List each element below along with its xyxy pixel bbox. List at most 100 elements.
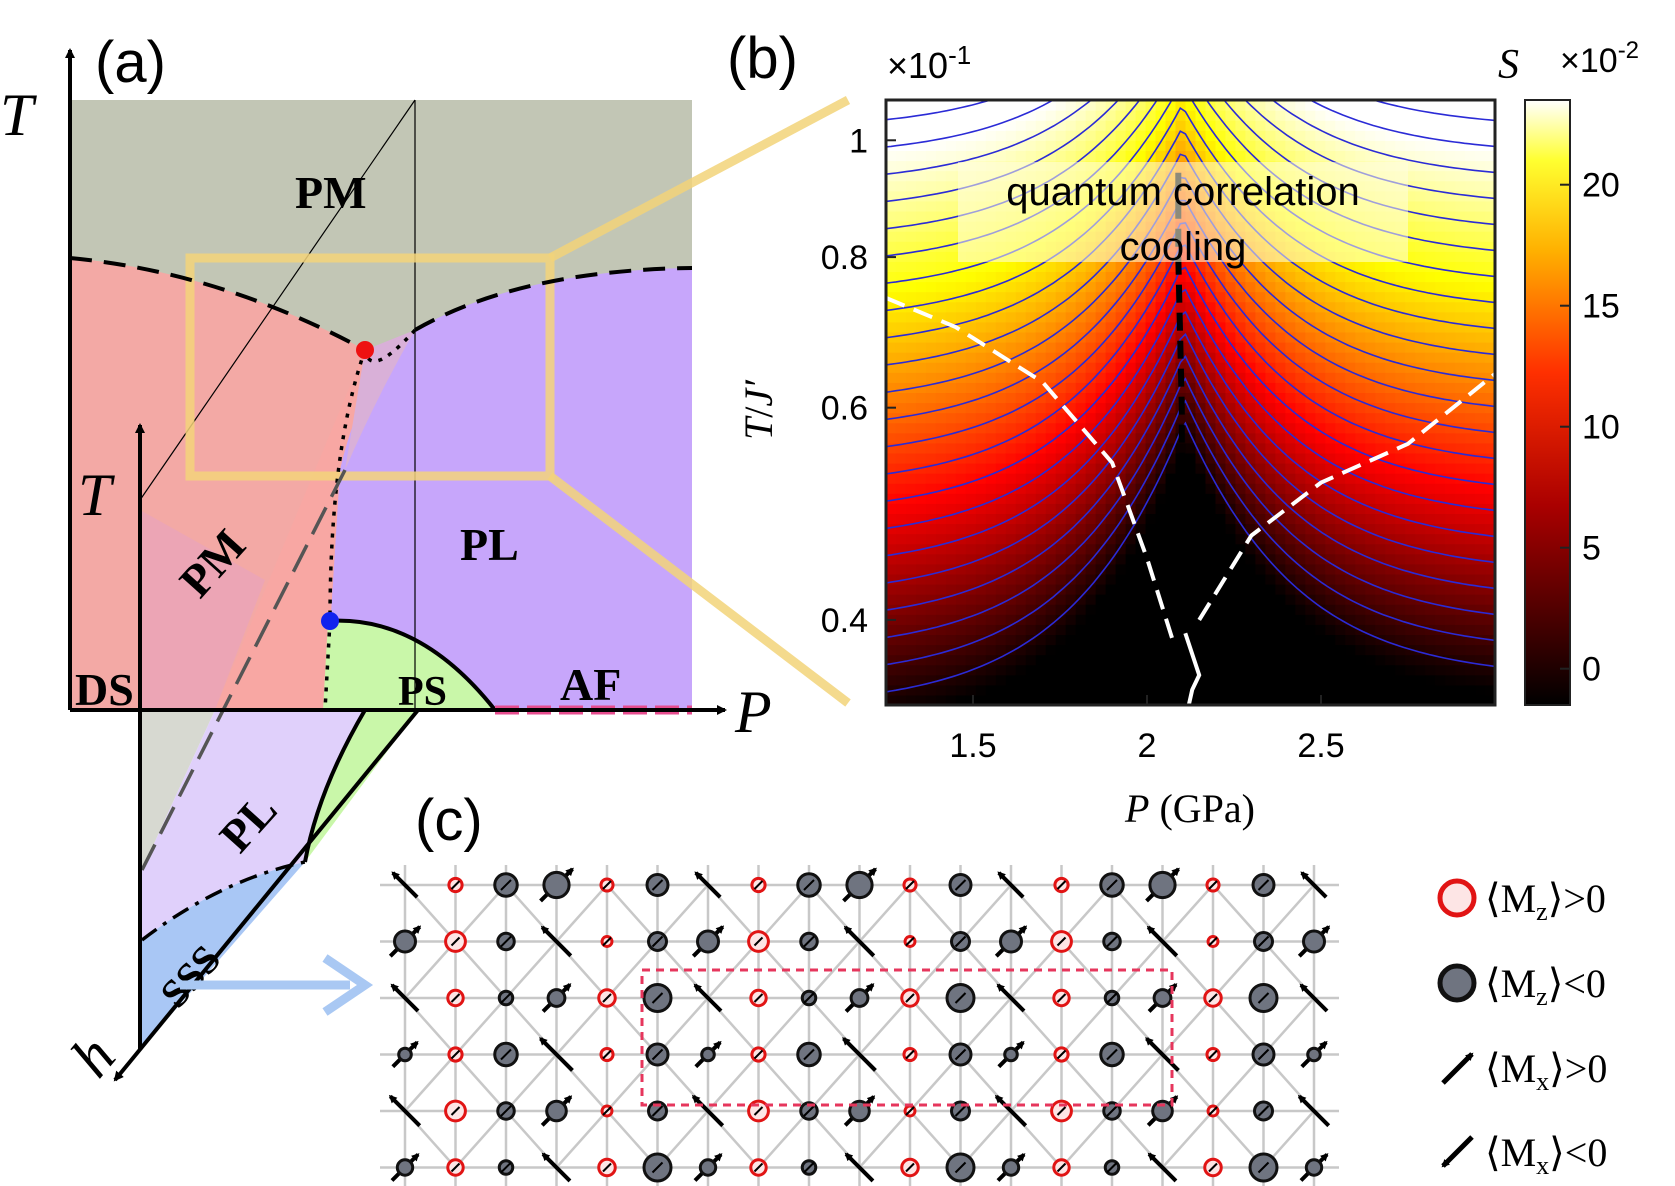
- annotation-bg: [958, 162, 1408, 262]
- spin-arrow: [1145, 1037, 1180, 1072]
- spin-arrow: [994, 1094, 1028, 1128]
- spin-neg: [1001, 1158, 1021, 1177]
- legend-mx-pos: ⟨Mx⟩>0: [1485, 1046, 1607, 1096]
- annotation-line2: cooling: [1120, 225, 1247, 269]
- spin-arrow: [691, 1094, 725, 1128]
- legend-mz-pos: ⟨Mz⟩>0: [1485, 876, 1606, 926]
- spin-neg: [696, 929, 720, 954]
- boundary-pl: [414, 266, 693, 332]
- y-tick-label: 0.6: [821, 390, 868, 428]
- annotation-line1: quantum correlation: [1006, 170, 1360, 214]
- contour-line: [886, 288, 1495, 530]
- spin-neg: [1152, 988, 1173, 1008]
- region-pm-tri: [345, 330, 415, 470]
- contour-line: [886, 106, 1495, 312]
- colorbar-tick-label: 20: [1582, 167, 1620, 205]
- region-label-af: AF: [560, 659, 621, 710]
- spin-neg: [1003, 1046, 1019, 1063]
- boundary-ps: [327, 618, 497, 712]
- spin-arrow: [843, 925, 876, 958]
- colorbar: [1524, 99, 1571, 706]
- y-multiplier: ×10-1: [887, 40, 971, 86]
- contour-line: [886, 421, 1495, 693]
- spin-arrow: [694, 871, 722, 899]
- spin-arrow: [842, 1037, 877, 1072]
- critical-point-red: [356, 341, 374, 359]
- contour-line: [886, 332, 1495, 584]
- spin-arrow: [1147, 1152, 1178, 1183]
- x-tick-label: 2: [1138, 727, 1157, 765]
- spin-arrow: [1146, 925, 1179, 958]
- spin-lattice: [380, 865, 1339, 1186]
- spin-arrow: [390, 983, 420, 1013]
- spin-arrow: [540, 925, 573, 958]
- spin-arrow: [391, 871, 419, 899]
- contour-line: [886, 355, 1495, 611]
- spin-neg: [845, 870, 874, 900]
- contour-line: [886, 377, 1495, 639]
- axis-label-P: P: [734, 679, 772, 745]
- axes-b: 1.5 2 2.5 0.4 0.6 0.8 1: [821, 122, 1345, 765]
- colorbar-tick-label: 0: [1582, 651, 1601, 689]
- region-ps: [323, 620, 495, 710]
- colorbar-label: S: [1498, 42, 1519, 88]
- spin-neg: [999, 929, 1023, 954]
- boundary-pm: [69, 256, 366, 352]
- region-pl-light: [142, 710, 365, 940]
- spin-neg: [393, 929, 417, 954]
- y-axis-label: T/J′: [736, 379, 781, 440]
- spin-neg: [395, 1158, 415, 1177]
- region-ds-overlay: [140, 510, 265, 710]
- contour-line: [886, 310, 1495, 557]
- contour-line: [886, 100, 1495, 148]
- spin-arrow: [388, 1094, 422, 1128]
- series-white-dashed-right: [1197, 372, 1495, 621]
- colorbar-tick-label: 15: [1582, 288, 1620, 326]
- spin-neg: [698, 1158, 718, 1177]
- colorbar-multiplier: ×10-2: [1560, 37, 1639, 80]
- region-label-pm-top: PM: [295, 167, 367, 218]
- legend-mz-pos-marker: [1437, 878, 1477, 918]
- spin-neg: [545, 1099, 568, 1123]
- legend-mx-neg: ⟨Mx⟩<0: [1485, 1130, 1607, 1180]
- panel-label-c: (c): [415, 788, 483, 853]
- spin-arrow: [997, 871, 1025, 899]
- region-lower-gray: [140, 710, 215, 870]
- boundary-gray-dashed: [140, 469, 347, 871]
- contour-line: [886, 266, 1495, 502]
- spin-arrow: [1297, 1094, 1331, 1128]
- colorbar-ticks: 0 5 10 15 20: [1560, 167, 1620, 689]
- region-green-lower: [305, 710, 418, 862]
- series-white-solid: [1183, 632, 1202, 705]
- boundary-sss: [140, 860, 306, 942]
- spin-arrow: [539, 1037, 574, 1072]
- region-pl-purple: [325, 268, 692, 710]
- y-tick-label: 1: [849, 122, 868, 160]
- plot-frame: [884, 98, 1497, 707]
- panel-c: (c) ⟨Mz⟩>0 ⟨Mz⟩<0 ⟨Mx⟩>0 ⟨Mx⟩<0: [380, 788, 1607, 1186]
- region-label-ps: PS: [398, 669, 447, 715]
- region-label-pl-main: PL: [460, 519, 519, 570]
- spin-neg: [849, 988, 870, 1008]
- axis-label-T-inner: T: [78, 462, 115, 528]
- y-tick-label: 0.8: [821, 239, 868, 277]
- spin-arrow: [996, 983, 1026, 1013]
- zoom-box: [185, 253, 555, 481]
- legend-mz-neg-marker: [1437, 963, 1477, 1003]
- spin-arrow: [693, 983, 723, 1013]
- colorbar-tick-label: 10: [1582, 409, 1620, 447]
- spin-neg: [700, 1046, 716, 1063]
- legend-mx-neg-marker: [1441, 1135, 1474, 1168]
- spin-neg: [397, 1046, 413, 1063]
- legend-mz-neg: ⟨Mz⟩<0: [1485, 961, 1606, 1011]
- critical-point-blue: [321, 612, 339, 630]
- axis-label-T-top: T: [0, 82, 37, 148]
- series-white-dashed-left: [886, 296, 1177, 648]
- contour-line: [886, 100, 1495, 175]
- x-axis-label: P (GPa): [1124, 786, 1255, 831]
- axis-h: [113, 708, 420, 1082]
- spin-neg: [1304, 1158, 1324, 1177]
- legend-mx-pos-marker: [1441, 1052, 1474, 1085]
- panel-label-a: (a): [95, 30, 166, 95]
- y-tick-label: 0.4: [821, 602, 868, 640]
